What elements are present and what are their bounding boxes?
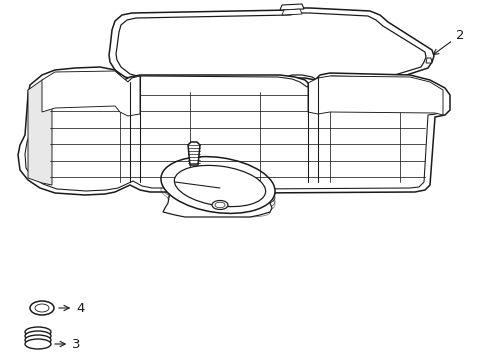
- Text: 4: 4: [59, 302, 84, 315]
- Text: 1: 1: [347, 114, 375, 136]
- Polygon shape: [109, 8, 433, 93]
- Ellipse shape: [212, 201, 227, 210]
- Polygon shape: [280, 4, 304, 10]
- Polygon shape: [42, 71, 140, 116]
- Polygon shape: [18, 67, 449, 195]
- Ellipse shape: [30, 301, 54, 315]
- Ellipse shape: [25, 331, 51, 341]
- Polygon shape: [28, 80, 42, 138]
- Ellipse shape: [25, 339, 51, 349]
- Ellipse shape: [25, 335, 51, 345]
- Ellipse shape: [35, 304, 49, 312]
- Polygon shape: [163, 192, 271, 217]
- Polygon shape: [425, 58, 431, 63]
- Ellipse shape: [25, 327, 51, 337]
- Polygon shape: [25, 74, 441, 191]
- Polygon shape: [282, 9, 302, 15]
- Polygon shape: [116, 13, 425, 90]
- Ellipse shape: [161, 168, 274, 202]
- Ellipse shape: [215, 202, 224, 208]
- Polygon shape: [307, 76, 442, 115]
- Ellipse shape: [161, 157, 275, 213]
- Text: 3: 3: [55, 338, 81, 351]
- Text: 2: 2: [432, 28, 463, 55]
- Polygon shape: [28, 78, 52, 185]
- Polygon shape: [187, 142, 200, 165]
- Text: 5: 5: [156, 147, 187, 159]
- Ellipse shape: [174, 165, 265, 207]
